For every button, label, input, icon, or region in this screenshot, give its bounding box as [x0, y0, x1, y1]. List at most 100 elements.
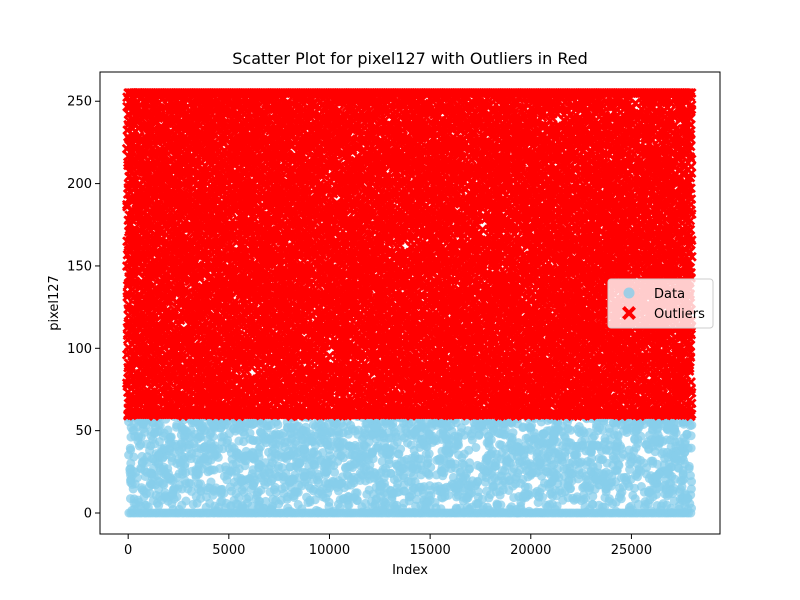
data-point — [581, 493, 591, 503]
data-point — [384, 455, 394, 465]
data-point — [486, 435, 496, 445]
data-point — [371, 422, 381, 432]
data-point — [399, 498, 409, 508]
data-point — [257, 507, 267, 517]
chart-title: Scatter Plot for pixel127 with Outliers … — [232, 49, 587, 68]
data-point — [206, 477, 216, 487]
data-point — [212, 506, 222, 516]
data-point — [163, 469, 173, 478]
data-point — [292, 487, 302, 497]
data-point — [417, 422, 426, 432]
data-point — [452, 492, 461, 502]
plot-points — [121, 88, 697, 518]
data-point — [377, 448, 387, 458]
data-point — [521, 433, 531, 443]
data-point — [390, 502, 400, 512]
data-point — [323, 440, 333, 450]
data-point — [443, 422, 453, 432]
data-point — [683, 443, 693, 453]
data-point — [497, 440, 506, 450]
data-point — [628, 490, 638, 500]
data-point — [303, 498, 313, 508]
data-point — [642, 440, 651, 450]
data-point — [536, 507, 546, 517]
data-point — [619, 426, 628, 436]
data-point — [495, 487, 505, 496]
data-point — [628, 454, 638, 464]
data-point — [350, 426, 360, 436]
data-point — [393, 473, 403, 483]
data-point — [586, 443, 596, 453]
data-point — [223, 435, 233, 445]
data-point — [485, 490, 495, 500]
data-point — [409, 428, 419, 438]
data-point — [175, 458, 185, 468]
data-point — [196, 479, 205, 489]
data-point — [154, 476, 164, 486]
data-point — [687, 420, 697, 430]
data-point — [240, 455, 250, 465]
data-point — [309, 431, 319, 441]
data-point — [156, 466, 165, 476]
data-point — [588, 462, 598, 472]
data-point — [359, 464, 369, 474]
data-point — [461, 494, 471, 504]
data-point — [594, 442, 604, 452]
data-point — [410, 483, 420, 493]
data-point — [399, 433, 409, 443]
data-point — [192, 498, 202, 508]
data-point — [221, 503, 231, 513]
data-point — [444, 490, 453, 500]
data-point — [319, 467, 329, 477]
data-point — [352, 495, 362, 505]
data-point — [301, 426, 311, 436]
data-point — [470, 421, 480, 431]
data-point — [256, 419, 266, 429]
data-point — [669, 496, 679, 506]
data-point — [167, 499, 177, 509]
data-point — [683, 493, 693, 503]
data-point — [159, 443, 169, 453]
data-point — [310, 484, 320, 494]
data-point — [405, 507, 414, 517]
data-point — [434, 481, 443, 491]
data-point — [652, 459, 662, 469]
data-point — [300, 440, 310, 450]
data-point — [650, 447, 660, 457]
data-point — [426, 491, 436, 500]
data-point — [441, 445, 451, 455]
data-point — [315, 456, 325, 466]
data-point — [248, 481, 258, 491]
data-point — [608, 460, 618, 470]
data-point — [546, 444, 556, 454]
data-point — [617, 487, 627, 497]
data-point — [341, 464, 351, 473]
data-point — [540, 478, 549, 488]
data-point — [286, 475, 296, 485]
data-point — [498, 507, 508, 517]
data-point — [530, 432, 540, 442]
data-point — [552, 501, 562, 511]
series-outliers — [121, 88, 697, 422]
data-point — [366, 470, 376, 480]
data-point — [611, 497, 621, 507]
data-point — [391, 432, 401, 442]
data-point — [260, 458, 270, 468]
data-point — [235, 425, 245, 435]
data-point — [457, 459, 467, 469]
data-point — [361, 498, 370, 508]
data-point — [239, 482, 249, 492]
data-point — [333, 499, 343, 509]
data-point — [187, 466, 197, 476]
data-point — [536, 457, 546, 467]
data-point — [136, 440, 146, 449]
data-point — [624, 445, 634, 455]
data-point — [426, 462, 436, 472]
data-point — [675, 484, 685, 494]
data-point — [255, 442, 265, 452]
data-point — [640, 497, 650, 506]
data-point — [389, 488, 398, 498]
data-point — [330, 467, 340, 477]
data-point — [349, 472, 359, 482]
